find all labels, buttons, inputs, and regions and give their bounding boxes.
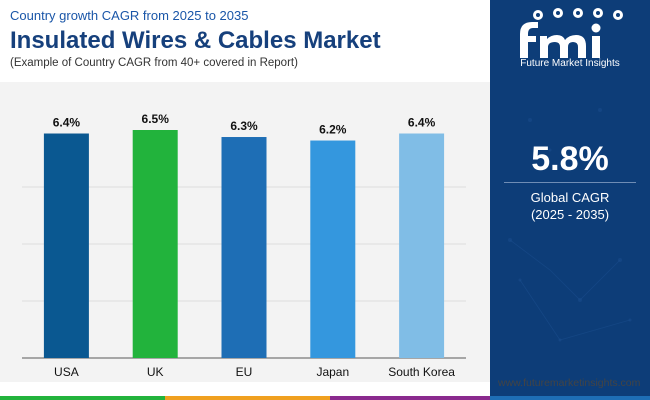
- website-url[interactable]: www.futuremarketinsights.com: [498, 377, 641, 389]
- category-label: South Korea: [388, 365, 455, 379]
- footer-stripe-3: [330, 396, 490, 400]
- footer-stripe-4: [490, 396, 650, 400]
- plot-area: 6.4% USA 6.5% UK 6.3% EU 6.2% Japan 6.4% South Ko…: [0, 82, 490, 382]
- category-label: UK: [147, 365, 164, 379]
- chart-note: (Example of Country CAGR from 40+ covere…: [10, 57, 298, 69]
- bar-eu: [221, 137, 267, 358]
- company-logo: [520, 8, 623, 58]
- footer-stripe-1: [0, 396, 165, 400]
- chart-subtitle: Country growth CAGR from 2025 to 2035: [10, 8, 249, 23]
- value-label: 6.2%: [319, 123, 347, 137]
- value-label: 6.5%: [142, 112, 170, 126]
- bar-usa: [43, 133, 89, 358]
- bar-uk: [132, 130, 178, 358]
- bar-chart: 6.4% USA 6.5% UK 6.3% EU 6.2% Japan 6.4% South Ko…: [22, 112, 466, 379]
- global-cagr-value: 5.8%: [531, 140, 609, 178]
- chart-title: Insulated Wires & Cables Market: [10, 27, 381, 54]
- global-cagr-period: (2025 - 2035): [530, 207, 610, 222]
- background-pattern: [508, 108, 632, 342]
- category-label: Japan: [316, 365, 349, 379]
- value-label: 6.4%: [53, 116, 81, 130]
- global-cagr-label: Global CAGR: [530, 190, 610, 205]
- sidebar-divider: [504, 182, 636, 183]
- value-label: 6.4%: [408, 116, 436, 130]
- sidebar-panel: Future Market Insights 5.8% Global CAGR …: [490, 0, 650, 400]
- footer-stripe-2: [165, 396, 330, 400]
- bar-south-korea: [399, 133, 445, 358]
- category-label: USA: [54, 365, 79, 379]
- brand-name: Future Market Insights: [520, 58, 620, 69]
- chart-header: Country growth CAGR from 2025 to 2035 In…: [10, 8, 480, 71]
- bar-japan: [310, 140, 356, 358]
- value-label: 6.3%: [230, 119, 258, 133]
- category-label: EU: [236, 365, 253, 379]
